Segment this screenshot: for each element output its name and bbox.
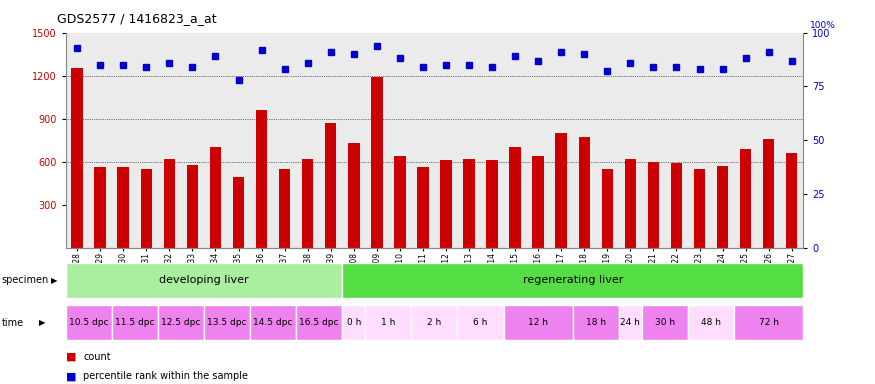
Bar [141, 169, 152, 248]
Bar [786, 153, 797, 248]
Bar [734, 305, 803, 340]
Bar [740, 149, 752, 248]
Text: 1 h: 1 h [382, 318, 396, 327]
Text: 6 h: 6 h [473, 318, 487, 327]
Bar [578, 137, 590, 248]
Bar [619, 305, 642, 340]
Bar [186, 164, 198, 248]
Bar [94, 167, 106, 248]
Bar [164, 159, 175, 248]
Bar [250, 305, 296, 340]
Text: 12.5 dpc: 12.5 dpc [161, 318, 200, 327]
Bar [556, 133, 567, 248]
Bar [463, 159, 475, 248]
Bar [371, 77, 382, 248]
Text: ■: ■ [66, 352, 76, 362]
Bar [66, 263, 342, 298]
Text: 14.5 dpc: 14.5 dpc [254, 318, 293, 327]
Text: 16.5 dpc: 16.5 dpc [299, 318, 339, 327]
Bar [112, 305, 158, 340]
Bar [763, 139, 774, 248]
Text: 72 h: 72 h [759, 318, 779, 327]
Bar [440, 160, 452, 248]
Bar [487, 160, 498, 248]
Text: ▶: ▶ [51, 276, 57, 285]
Text: GDS2577 / 1416823_a_at: GDS2577 / 1416823_a_at [57, 12, 216, 25]
Bar [642, 305, 688, 340]
Text: 12 h: 12 h [528, 318, 548, 327]
Bar [394, 156, 406, 248]
Text: 0 h: 0 h [346, 318, 361, 327]
Text: 18 h: 18 h [585, 318, 605, 327]
Bar [210, 147, 221, 248]
Bar [411, 305, 458, 340]
Text: ▶: ▶ [39, 318, 46, 327]
Bar [573, 305, 619, 340]
Bar [296, 305, 342, 340]
Bar [504, 305, 573, 340]
Text: ■: ■ [66, 371, 76, 381]
Bar [717, 166, 728, 248]
Bar [458, 305, 504, 340]
Bar [117, 167, 129, 248]
Bar [417, 167, 429, 248]
Text: 30 h: 30 h [654, 318, 675, 327]
Bar [302, 159, 313, 248]
Bar [625, 159, 636, 248]
Text: specimen: specimen [2, 275, 49, 285]
Bar [348, 143, 360, 248]
Text: 2 h: 2 h [427, 318, 442, 327]
Bar [66, 305, 112, 340]
Text: count: count [83, 352, 111, 362]
Bar [342, 305, 365, 340]
Text: 24 h: 24 h [620, 318, 640, 327]
Bar [648, 162, 659, 248]
Text: 48 h: 48 h [701, 318, 721, 327]
Text: developing liver: developing liver [159, 275, 248, 285]
Text: percentile rank within the sample: percentile rank within the sample [83, 371, 248, 381]
Text: regenerating liver: regenerating liver [522, 275, 623, 285]
Bar [694, 169, 705, 248]
Bar [532, 156, 544, 248]
Text: time: time [2, 318, 24, 328]
Text: 100%: 100% [810, 21, 836, 30]
Bar [325, 123, 337, 248]
Bar [509, 147, 521, 248]
Bar [601, 169, 613, 248]
Text: 11.5 dpc: 11.5 dpc [115, 318, 155, 327]
Bar [342, 263, 803, 298]
Bar [204, 305, 250, 340]
Bar [233, 177, 244, 248]
Bar [365, 305, 411, 340]
Bar [72, 68, 83, 248]
Bar [255, 110, 268, 248]
Text: 10.5 dpc: 10.5 dpc [69, 318, 108, 327]
Bar [279, 169, 290, 248]
Text: 13.5 dpc: 13.5 dpc [207, 318, 247, 327]
Bar [671, 163, 682, 248]
Bar [688, 305, 734, 340]
Bar [158, 305, 204, 340]
